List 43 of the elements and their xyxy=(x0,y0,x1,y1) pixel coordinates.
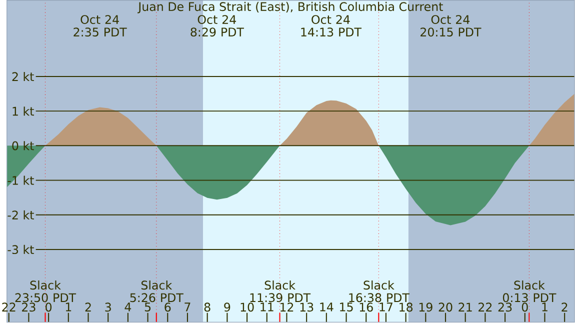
x-tick-label: 15 xyxy=(340,302,353,312)
x-tick-label: 2 xyxy=(85,302,91,312)
x2-tick-label: Oct 24 2:35 PDT xyxy=(74,15,127,37)
ref-line-label: Slack 0:13 PDT xyxy=(502,280,556,302)
x2-tick-label: Oct 24 8:29 PDT xyxy=(190,15,244,37)
y-tick-label: 1 kt xyxy=(12,106,34,116)
x-tick-label: 10 xyxy=(240,302,254,312)
x-tick-label: 9 xyxy=(224,302,230,312)
x-tick-label: 11 xyxy=(260,302,274,312)
x-tick-label: 0 xyxy=(46,302,52,312)
ref-line-label: Slack 23:50 PDT xyxy=(15,280,76,302)
ref-line-label: Slack 5:26 PDT xyxy=(130,280,184,302)
x-tick-label: 12 xyxy=(280,302,294,312)
x-tick-label: 7 xyxy=(184,302,190,312)
x-tick-label: 17 xyxy=(380,302,392,312)
y-tick-label: -2 kt xyxy=(8,210,34,220)
x-tick-label: 5 xyxy=(144,302,151,312)
x-tick-label: 6 xyxy=(164,302,171,312)
x-tick-label: 1 xyxy=(66,302,72,312)
x2-tick-label: Oct 24 14:13 PDT xyxy=(301,15,362,37)
x-tick-label: 8 xyxy=(204,302,210,312)
x-tick-label: 18 xyxy=(400,302,413,312)
x-tick-label: 21 xyxy=(458,302,472,312)
x-tick-label: 13 xyxy=(300,302,314,312)
x-tick-label: 1 xyxy=(542,302,548,312)
x2-tick-label: Oct 24 20:15 PDT xyxy=(420,15,482,37)
x-tick-label: 20 xyxy=(438,302,452,312)
x-tick-label: 23 xyxy=(22,302,36,312)
x-tick-label: 22 xyxy=(478,302,492,312)
x-tick-label: 16 xyxy=(360,302,373,312)
x-tick-label: 4 xyxy=(124,302,132,312)
ref-line-label: Slack 16:38 PDT xyxy=(349,280,410,302)
x-tick-label: 2 xyxy=(562,302,568,312)
y-tick-label: -3 kt xyxy=(8,245,34,254)
x-tick-label: 14 xyxy=(320,302,334,312)
x-tick-label: 19 xyxy=(419,302,432,312)
x-tick-label: 23 xyxy=(498,302,512,312)
ref-line-label: Slack 11:39 PDT xyxy=(250,280,311,302)
x-tick-label: 22 xyxy=(2,302,16,312)
y-tick-label: 2 kt xyxy=(12,72,34,82)
x-tick-label: 0 xyxy=(522,302,528,312)
x-tick-label: 3 xyxy=(105,302,111,312)
chart-title: Juan De Fuca Strait (East), British Columbia Current xyxy=(138,2,443,14)
